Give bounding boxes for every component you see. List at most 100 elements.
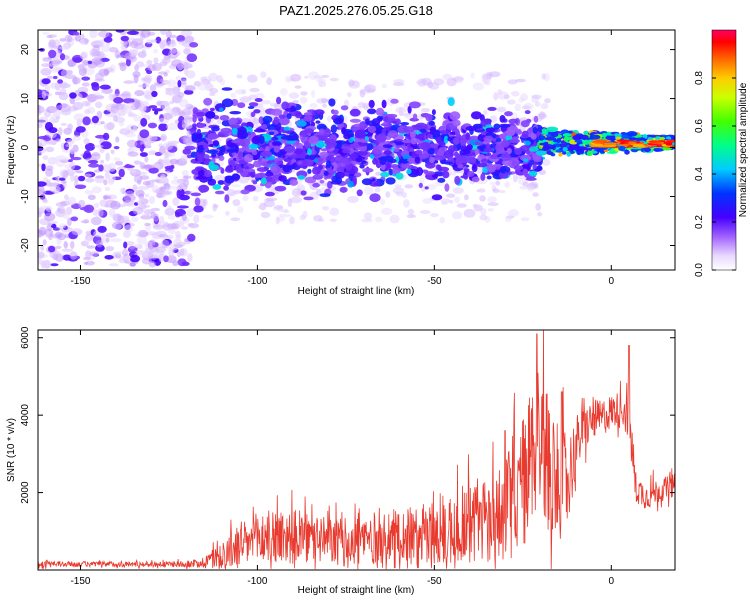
spectrogram-cell [220, 145, 226, 153]
spectrogram-cell [208, 160, 215, 170]
spectrogram-cell [243, 153, 254, 163]
spectrogram-cell [308, 71, 319, 80]
spectrogram-cell [143, 138, 151, 148]
spectrogram-cell [511, 90, 520, 97]
colorbar-tick-label: 0.6 [694, 119, 705, 133]
spectrogram-cell [83, 261, 89, 265]
spectrogram-cell [290, 196, 302, 204]
spectrogram-cell [57, 206, 66, 214]
spectrogram-cell [133, 243, 143, 249]
spectrogram-cell [522, 158, 529, 163]
spectrogram-cell [167, 229, 176, 235]
spectrogram-cell [346, 92, 352, 98]
spectrogram-cell [260, 71, 267, 79]
spectrogram-cell [442, 73, 453, 81]
spectrogram-cell [191, 137, 202, 143]
spectrogram-cell [201, 78, 211, 85]
spectrogram-cell [113, 97, 124, 104]
spectrogram-cell [528, 170, 538, 177]
spectrogram-cell [160, 30, 167, 36]
spectrogram-cell [278, 175, 287, 182]
spectrogram-cell [62, 254, 72, 261]
spectrogram-cell [168, 92, 179, 97]
spectrogram-cell [260, 150, 272, 158]
spectrogram-cell [49, 250, 61, 259]
spectrogram-cell [134, 90, 145, 97]
spectrogram-cell [428, 143, 441, 149]
spectrogram-cell [97, 225, 107, 233]
spectrogram-cell [237, 130, 249, 140]
spectrogram-cell [101, 88, 113, 94]
spectrogram-cell [114, 251, 124, 255]
spectrogram-cell [252, 180, 258, 185]
spectrogram-cell [60, 180, 67, 184]
spectrogram-cell [247, 74, 258, 83]
spectrogram-cell [302, 210, 308, 219]
spectrogram-cell [273, 103, 283, 111]
spectrogram-cell [487, 202, 499, 207]
spectrogram-cell [435, 136, 442, 144]
spectrogram-cell [46, 75, 54, 80]
spectrogram-cell [313, 215, 323, 222]
spectrogram-cell [523, 102, 534, 110]
spectrogram-cell [151, 108, 164, 112]
spectrogram-cell [322, 74, 330, 78]
spectrogram-cell [84, 236, 91, 245]
spectrogram-cell [113, 157, 121, 162]
y-tick-label: 4000 [20, 404, 31, 427]
spectrogram-cell [41, 63, 51, 68]
spectrogram-cell [504, 111, 513, 117]
spectrogram-cell [217, 118, 222, 125]
spectrogram-cell [325, 175, 334, 179]
spectrogram-cell [299, 96, 308, 104]
spectrogram-cell [93, 44, 100, 48]
spectrogram-cell [84, 142, 96, 151]
spectrogram-cell [297, 175, 306, 180]
spectrogram-cell [407, 105, 412, 114]
spectrogram-cell [167, 223, 178, 230]
spectrogram-cell [150, 207, 161, 212]
spectrogram-cell [535, 101, 541, 107]
spectrogram-cell [166, 79, 177, 88]
spectrogram-cell [141, 100, 149, 107]
spectrogram-cell [66, 139, 75, 145]
spectrogram-cell [84, 173, 92, 177]
spectrogram-cell [539, 113, 548, 119]
chart-title: PAZ1.2025.276.05.25.G18 [279, 3, 433, 18]
spectrogram-cell [156, 100, 162, 106]
spectrogram-cell [72, 135, 81, 142]
spectrogram-cell [209, 92, 216, 97]
spectrogram-cell [148, 105, 158, 109]
spectrogram-cell [105, 232, 117, 238]
spectrogram-cell [315, 188, 322, 196]
spectrogram-cell [264, 191, 275, 197]
spectrogram-cell [486, 175, 492, 180]
spectrogram-cell [452, 187, 464, 194]
spectrogram-cell [266, 175, 273, 183]
spectrogram-cell [643, 147, 651, 153]
spectrogram-cell [190, 192, 201, 197]
spectrogram-cell [286, 113, 292, 120]
spectrogram-cell [242, 195, 249, 202]
spectrogram-cell [498, 123, 511, 128]
y-tick-label: 20 [20, 44, 31, 56]
spectrogram-cell [406, 168, 412, 175]
spectrogram-cell [118, 121, 125, 127]
spectrogram-xlabel: Height of straight line (km) [298, 286, 415, 297]
spectrogram-cell [606, 151, 618, 154]
spectrogram-cell [601, 132, 608, 138]
colorbar-tick-label: 0.2 [694, 215, 705, 229]
spectrogram-cell [262, 115, 273, 124]
spectrogram-cell [339, 186, 348, 193]
spectrogram-cell [225, 165, 233, 171]
spectrogram-cell [181, 78, 187, 85]
spectrogram-cell [291, 188, 303, 197]
spectrogram-cell [64, 34, 72, 43]
spectrogram-cell [41, 163, 46, 172]
spectrogram-cell [369, 193, 381, 203]
spectrogram-cell [562, 133, 572, 137]
spectrogram-cell [116, 54, 125, 58]
spectrogram-cell [565, 137, 574, 141]
spectrogram-cell [53, 109, 61, 117]
spectrogram-cell [100, 141, 112, 150]
